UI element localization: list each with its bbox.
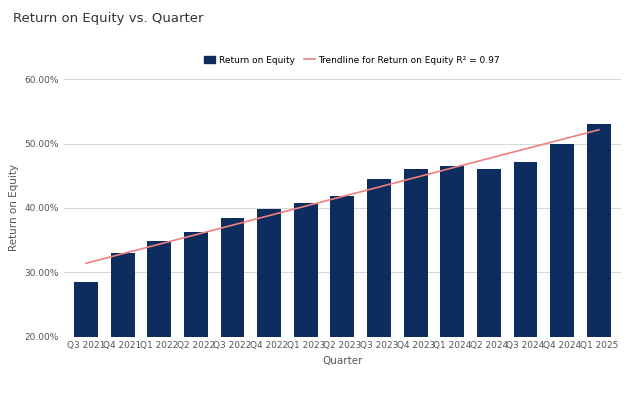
Bar xyxy=(587,124,611,396)
Bar xyxy=(184,232,208,396)
Bar xyxy=(367,179,391,396)
Bar xyxy=(330,196,355,396)
Bar xyxy=(74,282,98,396)
Bar xyxy=(440,166,464,396)
Bar xyxy=(147,241,171,396)
Text: Return on Equity vs. Quarter: Return on Equity vs. Quarter xyxy=(13,12,204,25)
Bar xyxy=(514,162,538,396)
Bar xyxy=(257,209,281,396)
Legend: Return on Equity, Trendline for Return on Equity R² = 0.97: Return on Equity, Trendline for Return o… xyxy=(200,52,504,68)
Bar xyxy=(404,169,428,396)
X-axis label: Quarter: Quarter xyxy=(322,356,363,366)
Bar xyxy=(477,169,501,396)
Y-axis label: Return on Equity: Return on Equity xyxy=(9,164,19,251)
Bar xyxy=(294,204,317,396)
Bar xyxy=(111,253,134,396)
Bar xyxy=(550,143,574,396)
Bar xyxy=(221,217,244,396)
